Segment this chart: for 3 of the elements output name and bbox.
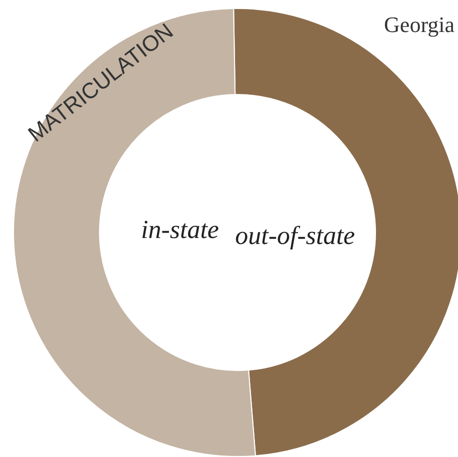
text: Georgia <box>384 12 455 37</box>
slice-label: in-state <box>140 215 219 244</box>
slice-label: out-of-state <box>235 220 355 250</box>
